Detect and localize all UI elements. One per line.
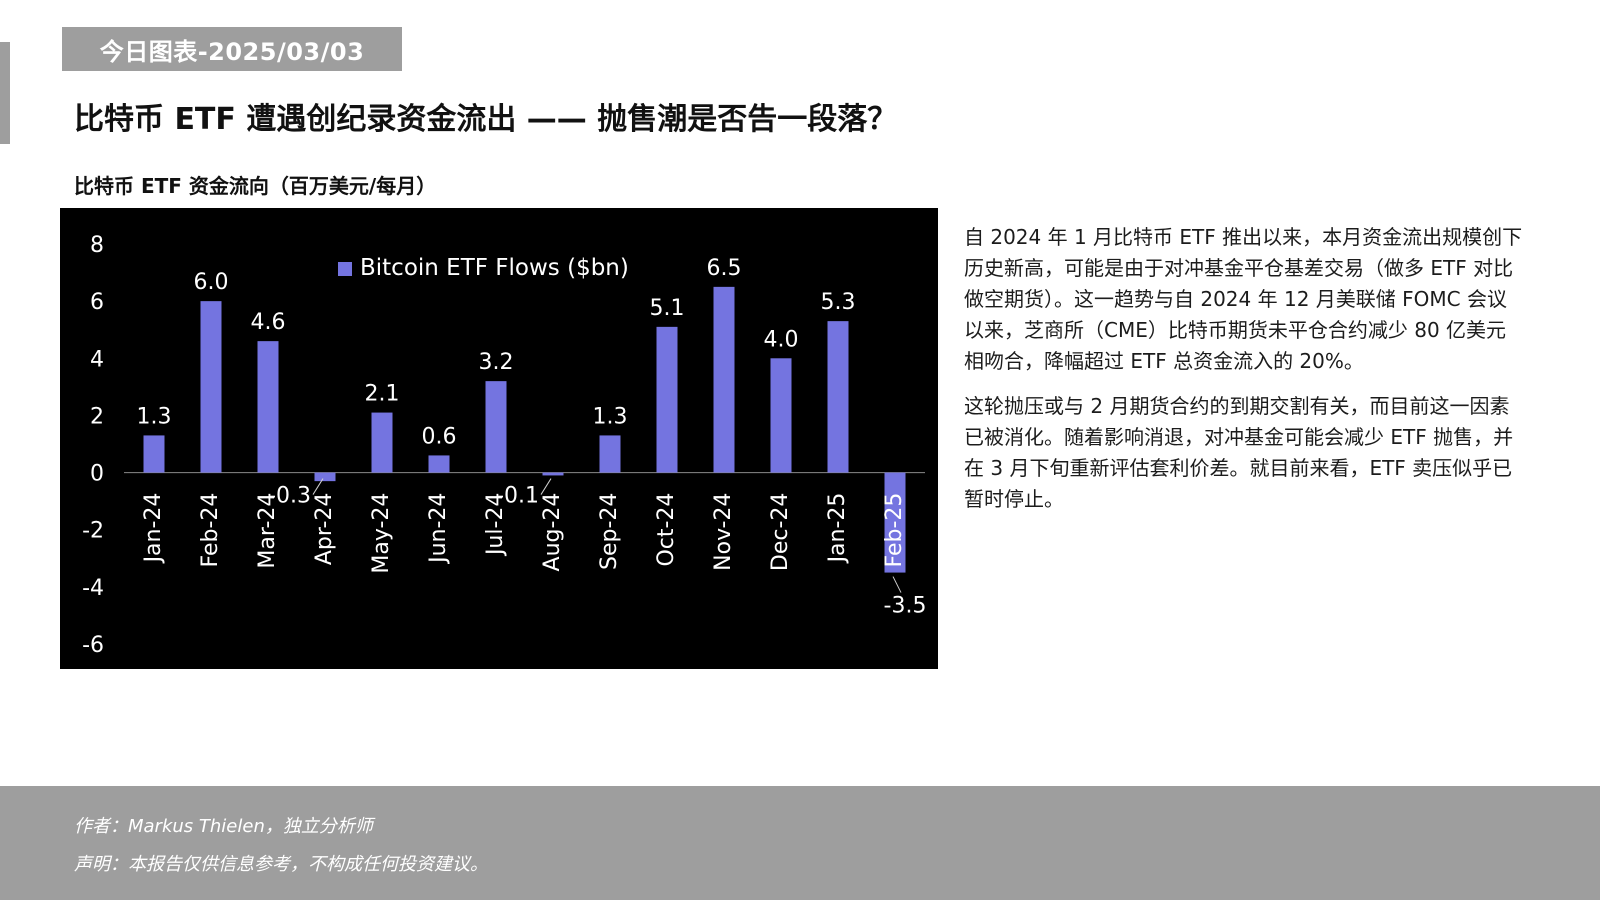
category-label: Nov-24 xyxy=(711,493,736,571)
data-label: -0.3 xyxy=(268,484,311,509)
bar xyxy=(371,412,393,473)
category-label: Feb-25 xyxy=(882,493,907,568)
bar xyxy=(428,455,450,473)
bar xyxy=(884,472,906,573)
bar xyxy=(200,301,222,473)
bar xyxy=(827,321,849,473)
bar xyxy=(599,435,621,473)
y-tick-label: 4 xyxy=(90,347,104,372)
y-tick-label: -2 xyxy=(82,519,104,544)
data-label: -0.1 xyxy=(496,484,539,509)
leader-line xyxy=(892,576,902,593)
footer-author: 作者：Markus Thielen，独立分析师 xyxy=(74,816,373,837)
bar xyxy=(257,341,279,473)
category-label: Jul-24 xyxy=(483,493,508,557)
category-label: Jan-24 xyxy=(141,493,166,565)
data-label: 6.5 xyxy=(707,256,742,281)
data-label: 6.0 xyxy=(194,270,229,295)
category-label: Aug-24 xyxy=(540,493,565,572)
y-tick-label: -4 xyxy=(82,576,104,601)
data-label: 0.6 xyxy=(422,424,457,449)
data-label: 4.6 xyxy=(251,310,286,335)
data-label: -3.5 xyxy=(884,594,927,619)
chart-panel: 8 6 4 2 0 -2 -4 -6 Bitcoin ETF Flows ($bn) Jan-24… xyxy=(60,208,938,669)
y-tick-label: -6 xyxy=(82,633,104,658)
bar xyxy=(713,286,735,473)
data-label: 5.3 xyxy=(821,290,856,315)
bar xyxy=(143,435,165,473)
description: 自 2024 年 1 月比特币 ETF 推出以来，本月资金流出规模创下历史新高，… xyxy=(964,222,1524,529)
category-label: Mar-24 xyxy=(255,493,280,569)
bar xyxy=(770,358,792,473)
category-label: Jun-24 xyxy=(426,493,451,565)
footer: 作者：Markus Thielen，独立分析师 声明：本报告仅供信息参考，不构成… xyxy=(0,786,1600,900)
category-label: Dec-24 xyxy=(768,493,793,572)
chart-subtitle: 比特币 ETF 资金流向（百万美元/每月） xyxy=(74,174,437,198)
bar xyxy=(485,381,507,473)
category-label: May-24 xyxy=(369,493,394,574)
bar-chart: 8 6 4 2 0 -2 -4 -6 Bitcoin ETF Flows ($bn) Jan-24… xyxy=(82,233,927,658)
leader-line xyxy=(540,478,552,495)
category-label: Sep-24 xyxy=(597,493,622,570)
category-label: Apr-24 xyxy=(312,493,337,566)
page-title: 比特币 ETF 遭遇创纪录资金流出 —— 抛售潮是否告一段落？ xyxy=(74,102,898,137)
y-tick-label: 0 xyxy=(90,462,104,487)
data-label: 2.1 xyxy=(365,382,400,407)
legend-swatch xyxy=(338,262,352,276)
date-tag: 今日图表-2025/03/03 xyxy=(62,27,402,71)
bar xyxy=(314,472,336,482)
data-label: 4.0 xyxy=(764,327,799,352)
data-label: 5.1 xyxy=(650,296,685,321)
description-paragraph-1: 自 2024 年 1 月比特币 ETF 推出以来，本月资金流出规模创下历史新高，… xyxy=(964,225,1523,373)
left-accent-bar xyxy=(0,42,10,144)
y-tick-label: 8 xyxy=(90,233,104,258)
bar xyxy=(656,326,678,473)
data-label: 3.2 xyxy=(479,350,514,375)
y-tick-label: 2 xyxy=(90,404,104,429)
y-tick-label: 6 xyxy=(90,290,104,315)
category-label: Oct-24 xyxy=(654,493,679,567)
category-label: Feb-24 xyxy=(198,493,223,568)
leader-line xyxy=(312,478,324,495)
data-label: 1.3 xyxy=(593,404,628,429)
footer-disclaimer: 声明：本报告仅供信息参考，不构成任何投资建议。 xyxy=(74,854,488,875)
category-label: Jan-25 xyxy=(825,493,850,565)
description-paragraph-2: 这轮抛压或与 2 月期货合约的到期交割有关，而目前这一因素已被消化。随着影响消退… xyxy=(964,394,1514,511)
bar xyxy=(542,472,564,476)
data-label: 1.3 xyxy=(137,404,172,429)
legend-label: Bitcoin ETF Flows ($bn) xyxy=(360,255,629,281)
date-tag-text: 今日图表-2025/03/03 xyxy=(99,37,365,66)
